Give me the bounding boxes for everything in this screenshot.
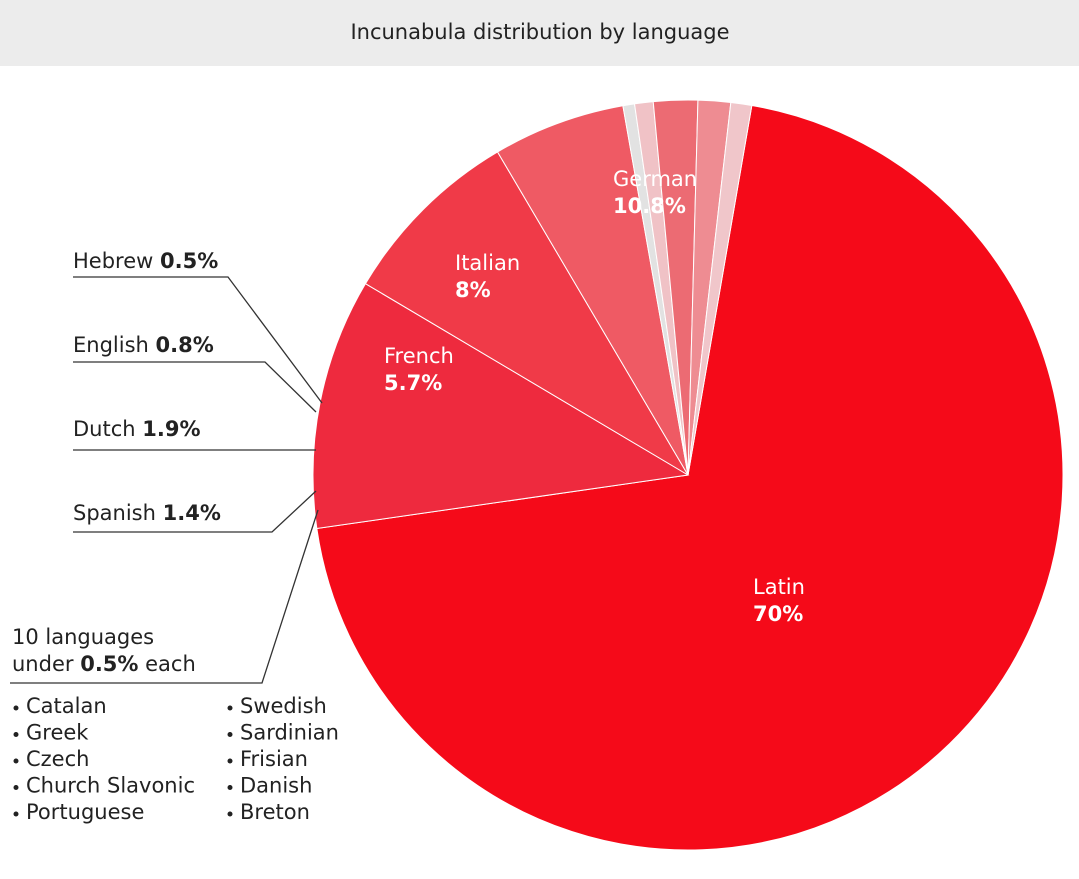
chart-title: Incunabula distribution by language: [350, 20, 729, 44]
slice-label: French: [384, 344, 454, 368]
others-threshold: 0.5%: [80, 652, 138, 676]
slice-label: Latin: [753, 575, 805, 599]
leader-line: [73, 276, 323, 404]
others-language: Danish: [240, 774, 312, 798]
bullet: [227, 705, 233, 711]
others-prefix: under: [12, 652, 74, 676]
slice-value: 10.8%: [613, 194, 686, 218]
bullet: [227, 732, 233, 737]
bullet: [13, 732, 19, 737]
pie-slice: [316, 104, 1064, 851]
slice-label: Italian: [455, 251, 520, 275]
others-language: Frisian: [240, 747, 308, 771]
pie-slice: [687, 101, 753, 476]
slice-value: 1.9%: [142, 417, 200, 441]
others-language: Czech: [26, 747, 89, 771]
leader-line: [73, 490, 317, 533]
pie-slice: [496, 105, 689, 476]
slice-label: Spanish 1.4%: [73, 501, 221, 525]
others-language: Catalan: [26, 694, 107, 718]
slice-value: 8%: [455, 278, 491, 302]
slice-label: German: [613, 167, 697, 191]
bullet: [227, 758, 233, 764]
slice-value: 0.8%: [156, 333, 214, 357]
slice-label: Hebrew 0.5%: [73, 249, 218, 273]
leader-line: [10, 509, 319, 684]
bullet: [13, 785, 19, 790]
others-language: Greek: [26, 721, 89, 745]
others-label: under 0.5% each: [12, 652, 196, 676]
slice-label: Dutch 1.9%: [73, 417, 201, 441]
slice-name: Dutch: [73, 417, 136, 441]
others-language: Sardinian: [240, 721, 339, 745]
leader-line: [73, 361, 317, 413]
others-language: Portuguese: [26, 800, 144, 824]
bullet: [227, 811, 233, 817]
bullet: [13, 758, 19, 764]
slice-value: 1.4%: [163, 501, 221, 525]
bullet: [13, 705, 19, 711]
slice-name: Hebrew: [73, 249, 153, 273]
slice-label: English 0.8%: [73, 333, 214, 357]
slice-name: English: [73, 333, 149, 357]
others-suffix: each: [145, 652, 196, 676]
slice-value: 70%: [753, 602, 803, 626]
others-language: Swedish: [240, 694, 327, 718]
slice-value: 0.5%: [160, 249, 218, 273]
slice-name: Spanish: [73, 501, 156, 525]
bullet: [13, 811, 19, 817]
others-language: Church Slavonic: [26, 774, 195, 798]
header: [0, 0, 1079, 66]
slice-value: 5.7%: [384, 371, 442, 395]
others-language: Breton: [240, 800, 310, 824]
pie-slice: [312, 282, 690, 530]
pie-slice: [364, 151, 689, 476]
bullet: [227, 785, 233, 790]
others-label: 10 languages: [12, 625, 154, 649]
